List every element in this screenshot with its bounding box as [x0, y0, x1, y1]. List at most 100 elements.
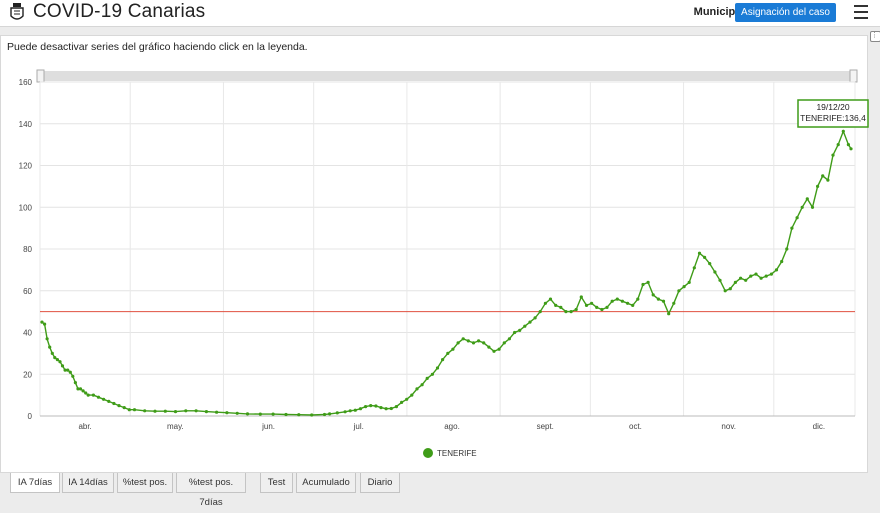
series-point: [102, 397, 106, 401]
series-point: [497, 347, 501, 351]
series-point: [849, 147, 853, 151]
series-point: [507, 337, 511, 341]
series-point: [310, 413, 314, 417]
range-handle-right[interactable]: [849, 69, 858, 83]
series-point: [646, 280, 650, 284]
series-point: [451, 347, 455, 351]
series-point: [112, 401, 116, 406]
y-tick-label: 160: [19, 78, 33, 87]
series-point: [58, 360, 62, 364]
series-point: [790, 226, 794, 230]
series-point: [836, 143, 840, 147]
chart-hint-text: Puede desactivar series del gráfico haci…: [7, 41, 308, 53]
tab-ia-7d-as[interactable]: IA 7días: [10, 473, 60, 493]
legend-item-tenerife[interactable]: TENERIFE: [423, 448, 477, 458]
series-point: [821, 174, 825, 178]
series-point: [723, 289, 727, 293]
series-point: [78, 387, 83, 391]
series-point: [574, 307, 578, 312]
tab-acumulado[interactable]: Acumulado: [296, 473, 356, 493]
series-point: [50, 351, 54, 355]
tooltip-value: TENERIFE:136,4: [800, 113, 866, 123]
series-point: [800, 205, 804, 209]
y-tick-label: 120: [19, 162, 33, 171]
series-point: [769, 272, 774, 276]
tooltip-date: 19/12/20: [816, 102, 849, 112]
series-point: [235, 411, 239, 415]
series-point: [143, 409, 147, 413]
series-point: [53, 356, 57, 360]
series-point: [528, 320, 532, 324]
series-point: [86, 393, 90, 397]
series-point: [430, 372, 434, 376]
series-point: [369, 404, 373, 408]
x-tick-label: dic.: [813, 422, 825, 431]
series-point: [826, 178, 830, 182]
tab-ia-14d-as[interactable]: IA 14días: [62, 473, 114, 493]
series-point: [40, 320, 44, 324]
series-point: [127, 408, 131, 412]
hamburger-menu-icon[interactable]: [854, 5, 868, 19]
series-point: [626, 301, 630, 305]
series-point: [91, 393, 95, 397]
tab-test[interactable]: Test: [260, 473, 293, 493]
series-point: [441, 358, 445, 362]
series-point: [615, 297, 619, 301]
series-point: [744, 278, 748, 282]
series-point: [420, 383, 424, 387]
y-tick-label: 40: [23, 329, 32, 338]
series-point: [733, 280, 738, 284]
app-header: COVID-19 Canarias Municipio Asignación d…: [0, 0, 880, 27]
series-point: [513, 330, 517, 335]
series-line-tenerife[interactable]: [41, 129, 852, 416]
series-point: [71, 374, 75, 378]
series-point: [68, 370, 72, 374]
series-point: [45, 337, 49, 341]
series-point: [66, 368, 70, 372]
series-point: [641, 282, 645, 287]
y-tick-label: 0: [28, 412, 33, 421]
tab-test-pos[interactable]: %test pos.: [117, 473, 173, 493]
range-handle-left[interactable]: [36, 69, 45, 83]
tab-test-pos-7d-as[interactable]: %test pos. 7días: [176, 473, 246, 508]
assign-case-button[interactable]: Asignación del caso: [735, 3, 836, 22]
range-navigator-bar[interactable]: [40, 71, 856, 81]
coat-of-arms-icon: [10, 3, 24, 20]
series-point: [297, 413, 301, 417]
series-point: [335, 411, 339, 415]
series-point: [595, 305, 599, 309]
series-point: [389, 406, 393, 411]
expand-icon[interactable]: ⋮⋮: [870, 31, 880, 42]
series-point: [374, 404, 378, 408]
series-point: [435, 366, 440, 370]
series-point: [785, 247, 789, 251]
series-point: [584, 303, 589, 307]
series-point: [348, 409, 352, 413]
series-point: [73, 381, 77, 385]
tab-diario[interactable]: Diario: [360, 473, 400, 493]
series-point: [204, 410, 208, 414]
series-point: [692, 266, 696, 270]
series-point: [754, 272, 758, 276]
series-point: [656, 297, 661, 301]
x-tick-label: sept.: [537, 422, 554, 431]
x-tick-label: ago.: [444, 422, 460, 431]
series-point: [487, 345, 491, 349]
series-point: [328, 412, 332, 416]
series-point: [559, 305, 563, 309]
legend-label: TENERIFE: [437, 449, 477, 458]
series-point: [502, 341, 506, 345]
series-point: [523, 324, 527, 328]
municipio-label[interactable]: Municipio: [693, 6, 745, 18]
series-point: [107, 399, 111, 403]
series-point: [739, 276, 743, 280]
series-point: [492, 349, 496, 353]
series-point: [353, 408, 357, 412]
series-point: [543, 301, 548, 305]
series-point: [805, 197, 809, 201]
series-point: [425, 376, 429, 380]
series-point: [533, 316, 537, 320]
x-tick-label: nov.: [721, 422, 736, 431]
series-point: [63, 368, 67, 372]
series-point: [379, 406, 383, 410]
